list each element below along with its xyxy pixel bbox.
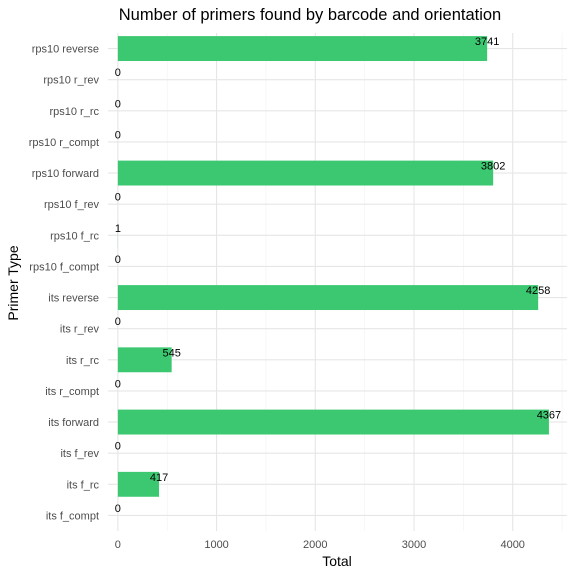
data-label: 0 bbox=[115, 67, 121, 79]
data-labels: 3741 0 0 0 3802 0 1 0 4258 0 545 0 4367 0 417 0 bbox=[115, 36, 561, 515]
data-label: 0 bbox=[115, 378, 121, 390]
x-tick-label: 4000 bbox=[500, 539, 524, 551]
bars bbox=[117, 36, 549, 497]
data-label: 0 bbox=[115, 503, 121, 515]
data-label: 1 bbox=[115, 223, 121, 235]
y-tick-label: rps10 reverse bbox=[32, 44, 99, 56]
data-label: 3741 bbox=[475, 36, 499, 48]
bar bbox=[117, 285, 539, 311]
bar bbox=[117, 36, 488, 62]
y-tick-labels: rps10 reverse rps10 r_rev rps10 r_rc rps10 … bbox=[29, 44, 100, 523]
y-tick-label: rps10 r_compt bbox=[29, 137, 99, 149]
y-tick-label: its f_rc bbox=[67, 479, 100, 491]
x-tick-label: 0 bbox=[115, 539, 121, 551]
x-axis-title: Total bbox=[322, 553, 352, 569]
y-tick-label: its forward bbox=[48, 417, 99, 429]
data-label: 0 bbox=[115, 441, 121, 453]
bar bbox=[117, 347, 172, 373]
data-label: 4258 bbox=[526, 285, 550, 297]
y-tick-label: rps10 f_rev bbox=[44, 199, 100, 211]
data-label: 0 bbox=[115, 192, 121, 204]
data-label: 4367 bbox=[537, 410, 561, 422]
y-axis-title: Primer Type bbox=[5, 245, 21, 320]
y-tick-label: its r_rev bbox=[60, 324, 100, 336]
y-tick-label: rps10 f_rc bbox=[50, 230, 99, 242]
x-tick-label: 2000 bbox=[303, 539, 327, 551]
y-tick-label: its reverse bbox=[48, 293, 99, 305]
y-tick-label: its f_rev bbox=[60, 448, 99, 460]
chart-title: Number of primers found by barcode and o… bbox=[119, 6, 501, 24]
data-label: 0 bbox=[115, 316, 121, 328]
grid-lines bbox=[108, 33, 567, 531]
y-tick-label: rps10 forward bbox=[32, 168, 99, 180]
bar bbox=[117, 409, 549, 435]
bar bbox=[117, 160, 494, 186]
y-tick-label: rps10 f_compt bbox=[29, 261, 99, 273]
data-label: 545 bbox=[162, 347, 180, 359]
data-label: 3802 bbox=[481, 161, 505, 173]
data-label: 0 bbox=[115, 129, 121, 141]
x-tick-label: 1000 bbox=[204, 539, 228, 551]
y-tick-label: its r_rc bbox=[66, 355, 100, 367]
y-tick-label: rps10 r_rev bbox=[43, 75, 99, 87]
data-label: 417 bbox=[150, 472, 168, 484]
data-label: 0 bbox=[115, 98, 121, 110]
y-tick-label: its r_compt bbox=[45, 386, 99, 398]
x-tick-label: 3000 bbox=[402, 539, 426, 551]
y-tick-label: its f_compt bbox=[46, 510, 99, 522]
bar bbox=[117, 471, 160, 497]
x-tick-labels: 0 1000 2000 3000 4000 bbox=[115, 539, 525, 551]
data-label: 0 bbox=[115, 254, 121, 266]
y-tick-label: rps10 r_rc bbox=[49, 106, 99, 118]
